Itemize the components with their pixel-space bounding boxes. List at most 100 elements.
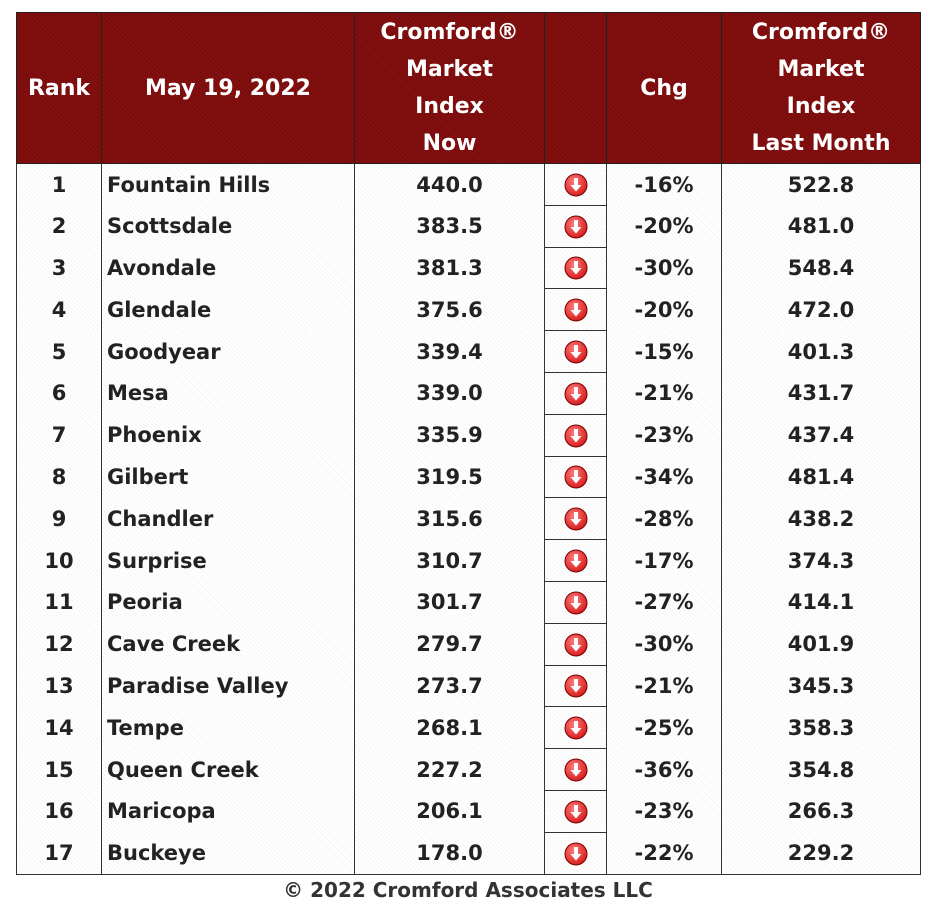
change-cell: -23% [606, 790, 722, 833]
change-cell: -20% [606, 205, 722, 248]
city-cell: Avondale [101, 247, 355, 289]
down-arrow-icon [564, 173, 588, 197]
down-arrow-icon [564, 215, 588, 239]
index-now-cell: 273.7 [354, 665, 545, 707]
down-arrow-icon [564, 256, 588, 280]
index-last-month-cell: 266.3 [721, 790, 921, 833]
table-row: 4 Glendale 375.6 -20% 472.0 [16, 288, 921, 332]
rank-cell: 7 [16, 414, 102, 457]
change-cell: -17% [606, 539, 722, 582]
change-cell: -25% [606, 706, 722, 749]
trend-cell [544, 790, 607, 833]
index-now-cell: 310.7 [354, 539, 545, 582]
index-last-month-cell: 431.7 [721, 372, 921, 415]
index-last-month-cell: 401.9 [721, 623, 921, 666]
down-arrow-icon [564, 842, 588, 866]
trend-cell [544, 288, 607, 332]
market-index-table: Rank May 19, 2022 Cromford® Market Index… [16, 12, 921, 875]
header-index-now: Cromford® Market Index Now [354, 12, 545, 164]
rank-cell: 14 [16, 706, 102, 749]
trend-cell [544, 706, 607, 750]
down-arrow-icon [564, 716, 588, 740]
city-cell: Glendale [101, 288, 355, 331]
table-row: 9 Chandler 315.6 -28% 438.2 [16, 497, 921, 541]
down-arrow-icon [564, 382, 588, 406]
index-now-cell: 339.0 [354, 372, 545, 415]
trend-cell [544, 372, 607, 415]
table-row: 14 Tempe 268.1 -25% 358.3 [16, 706, 921, 750]
down-arrow-icon [564, 298, 588, 322]
rank-cell: 1 [16, 163, 102, 206]
index-now-cell: 375.6 [354, 288, 545, 331]
trend-cell [544, 832, 607, 875]
change-cell: -20% [606, 288, 722, 331]
change-cell: -22% [606, 832, 722, 875]
index-now-cell: 440.0 [354, 163, 545, 206]
change-cell: -23% [606, 414, 722, 457]
change-cell: -15% [606, 330, 722, 373]
market-index-table-container: Rank May 19, 2022 Cromford® Market Index… [16, 12, 921, 875]
index-last-month-cell: 354.8 [721, 748, 921, 791]
index-last-month-cell: 472.0 [721, 288, 921, 331]
trend-cell [544, 623, 607, 666]
city-cell: Fountain Hills [101, 163, 355, 206]
table-row: 16 Maricopa 206.1 -23% 266.3 [16, 790, 921, 833]
change-cell: -30% [606, 623, 722, 666]
header-index-now-line: Index [415, 94, 484, 119]
rank-cell: 9 [16, 497, 102, 540]
down-arrow-icon [564, 549, 588, 573]
city-cell: Maricopa [101, 790, 355, 833]
index-now-cell: 339.4 [354, 330, 545, 373]
trend-cell [544, 539, 607, 582]
index-now-cell: 206.1 [354, 790, 545, 833]
header-index-last-line: Index [786, 94, 856, 119]
header-index-now-line: Cromford® [380, 20, 519, 45]
index-last-month-cell: 345.3 [721, 665, 921, 707]
rank-cell: 10 [16, 539, 102, 582]
index-now-cell: 178.0 [354, 832, 545, 875]
header-index-now-line: Market [405, 57, 494, 82]
city-cell: Buckeye [101, 832, 355, 875]
header-trend [544, 12, 607, 164]
trend-cell [544, 497, 607, 541]
rank-cell: 16 [16, 790, 102, 833]
city-cell: Paradise Valley [101, 665, 355, 707]
trend-cell [544, 205, 607, 248]
index-last-month-cell: 481.4 [721, 456, 921, 498]
rank-cell: 12 [16, 623, 102, 666]
change-cell: -16% [606, 163, 722, 206]
table-row: 6 Mesa 339.0 -21% 431.7 [16, 372, 921, 415]
header-index-last-month: Cromford® Market Index Last Month [721, 12, 921, 164]
change-cell: -30% [606, 247, 722, 289]
city-cell: Phoenix [101, 414, 355, 457]
table-row: 8 Gilbert 319.5 -34% 481.4 [16, 456, 921, 499]
index-now-cell: 301.7 [354, 581, 545, 624]
trend-cell [544, 665, 607, 708]
index-last-month-cell: 481.0 [721, 205, 921, 248]
index-now-cell: 335.9 [354, 414, 545, 457]
index-last-month-cell: 358.3 [721, 706, 921, 749]
header-date: May 19, 2022 [101, 12, 355, 164]
table-row: 2 Scottsdale 383.5 -20% 481.0 [16, 205, 921, 248]
rank-cell: 2 [16, 205, 102, 248]
copyright-footer: © 2022 Cromford Associates LLC [283, 878, 653, 902]
trend-cell [544, 456, 607, 499]
trend-cell [544, 748, 607, 791]
down-arrow-icon [564, 674, 588, 698]
index-now-cell: 381.3 [354, 247, 545, 289]
down-arrow-icon [564, 633, 588, 657]
index-now-cell: 319.5 [354, 456, 545, 498]
city-cell: Peoria [101, 581, 355, 624]
index-last-month-cell: 401.3 [721, 330, 921, 373]
index-now-cell: 383.5 [354, 205, 545, 248]
rank-cell: 3 [16, 247, 102, 289]
table-row: 7 Phoenix 335.9 -23% 437.4 [16, 414, 921, 457]
table-row: 12 Cave Creek 279.7 -30% 401.9 [16, 623, 921, 666]
trend-cell [544, 330, 607, 373]
trend-cell [544, 414, 607, 457]
header-index-last-line: Market [777, 57, 865, 82]
down-arrow-icon [564, 591, 588, 615]
table-row: 17 Buckeye 178.0 -22% 229.2 [16, 832, 921, 875]
city-cell: Mesa [101, 372, 355, 415]
table-row: 13 Paradise Valley 273.7 -21% 345.3 [16, 665, 921, 708]
